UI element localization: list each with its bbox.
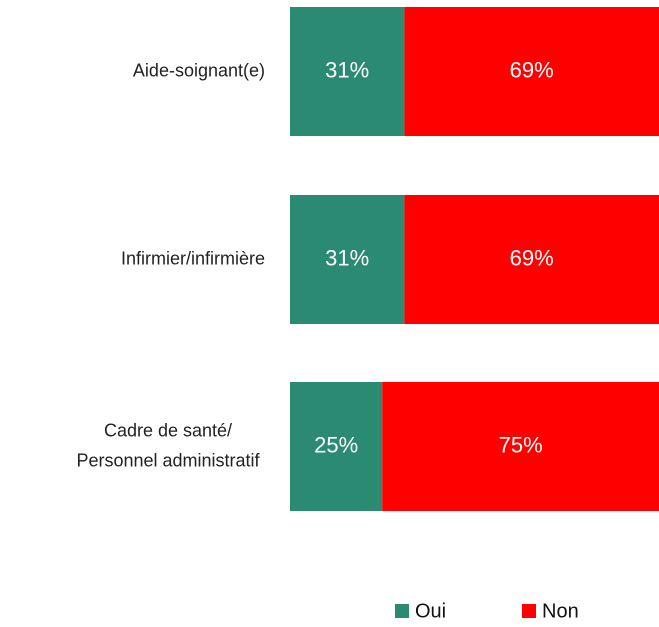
value-label: 31% [325, 245, 369, 270]
bar-segment [404, 7, 659, 136]
bar-segment [290, 382, 383, 511]
legend-swatch [522, 604, 536, 618]
bar-segment [290, 195, 405, 324]
category-label: Infirmier/infirmière [121, 248, 265, 268]
legend-label: Oui [415, 600, 446, 622]
value-label: 31% [325, 57, 369, 82]
legend-label: Non [542, 600, 579, 622]
category-label: Cadre de santé/Personnel administratif [76, 420, 260, 470]
legend-swatch [395, 604, 409, 618]
bar-segment [290, 7, 405, 136]
bar-segment [404, 195, 659, 324]
value-label: 25% [314, 432, 358, 457]
value-label: 75% [499, 432, 543, 457]
category-label: Aide-soignant(e) [133, 60, 265, 80]
bar-segment [382, 382, 659, 511]
value-label: 69% [510, 57, 554, 82]
value-label: 69% [510, 245, 554, 270]
